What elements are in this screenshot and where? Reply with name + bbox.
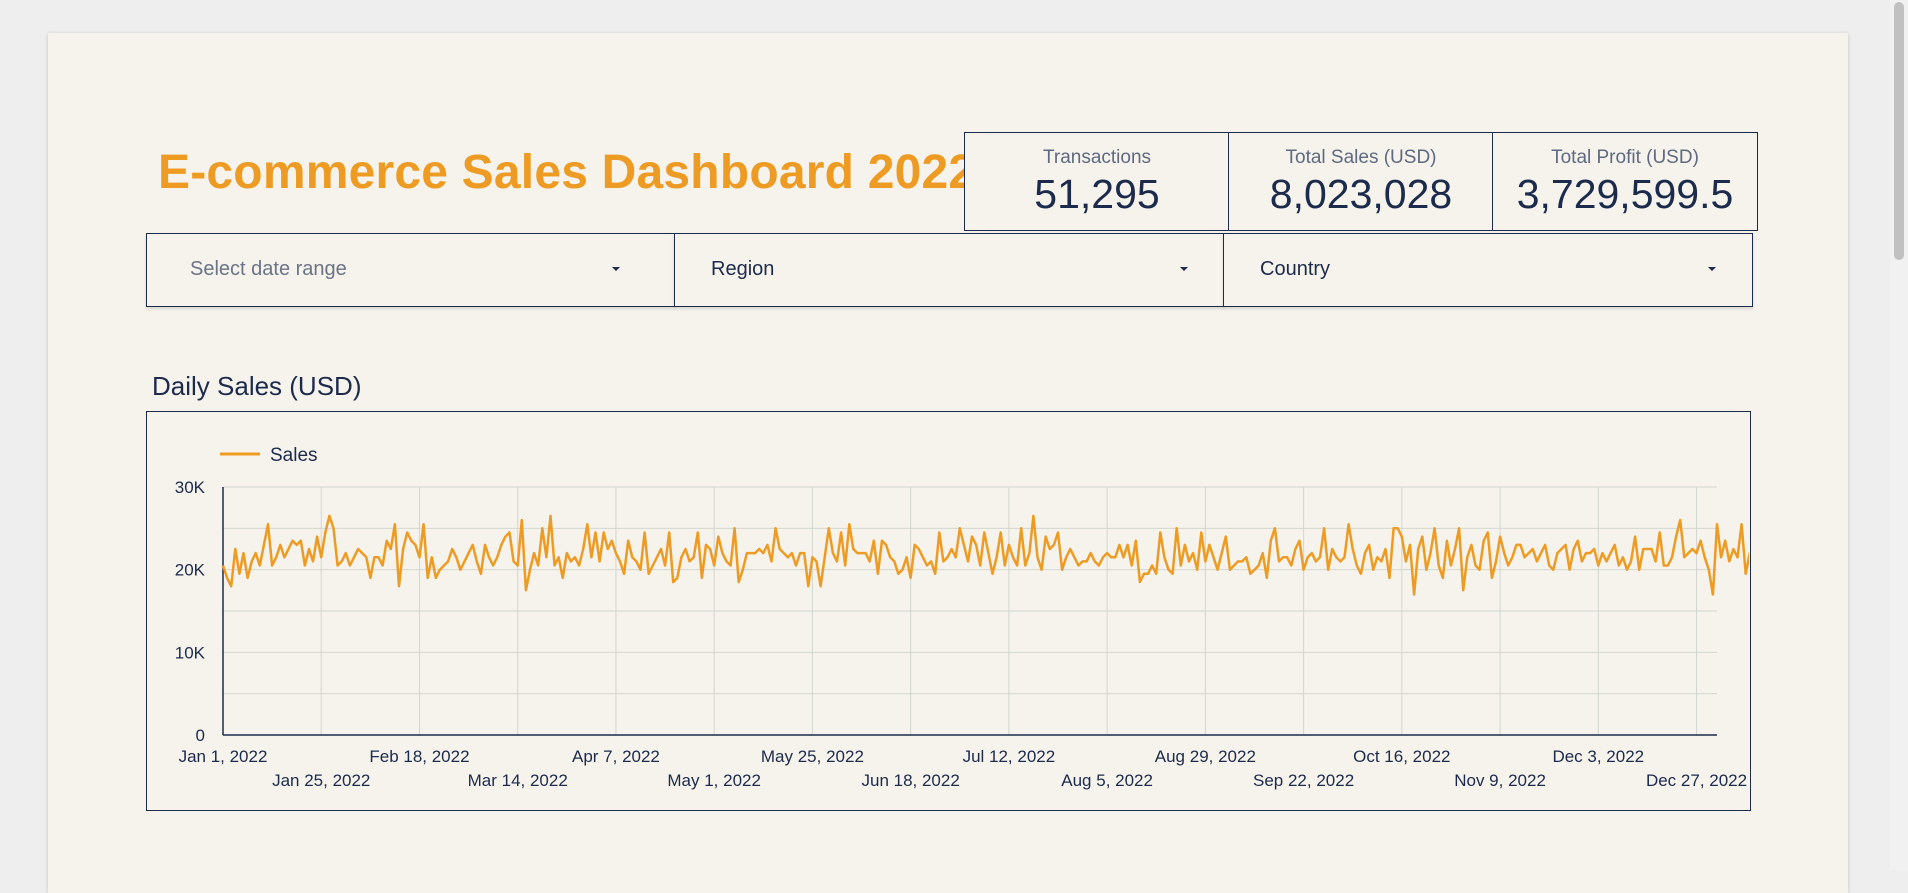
- x-tick-label: May 25, 2022: [761, 747, 864, 766]
- x-tick-label: Aug 5, 2022: [1061, 771, 1153, 790]
- x-tick-label: Nov 9, 2022: [1454, 771, 1546, 790]
- kpi-total-profit[interactable]: Total Profit (USD) 3,729,599.5: [1492, 132, 1758, 231]
- region-filter[interactable]: Region: [674, 233, 1225, 307]
- chart-title: Daily Sales (USD): [152, 371, 362, 401]
- scrollbar-thumb[interactable]: [1894, 2, 1904, 260]
- report-canvas: E-commerce Sales Dashboard 2022 Transact…: [48, 33, 1848, 893]
- series-line-sales: [221, 498, 1809, 727]
- daily-sales-chart[interactable]: 0 10K 20K 30K Jan 1, 2022 Jan 25, 2022 Feb 18,…: [146, 411, 1809, 811]
- chart-series: [221, 498, 1809, 727]
- date-range-filter[interactable]: Select date range: [146, 233, 676, 307]
- kpi-total-sales-value: 8,023,028: [1269, 171, 1453, 217]
- x-tick-label: Jan 1, 2022: [179, 747, 268, 766]
- kpi-total-profit-label: Total Profit (USD): [1551, 147, 1699, 168]
- x-tick-label: Jun 18, 2022: [861, 771, 959, 790]
- y-tick-label: 0: [196, 726, 205, 745]
- legend-label-sales: Sales: [270, 445, 318, 466]
- x-tick-label: Apr 7, 2022: [572, 747, 660, 766]
- kpi-total-sales-label: Total Sales (USD): [1285, 147, 1437, 168]
- x-tick-label: Oct 16, 2022: [1353, 747, 1450, 766]
- x-tick-label: Feb 18, 2022: [369, 747, 469, 766]
- kpi-total-sales[interactable]: Total Sales (USD) 8,023,028: [1228, 132, 1494, 231]
- kpi-total-profit-value: 3,729,599.5: [1516, 171, 1734, 217]
- x-tick-label: May 1, 2022: [667, 771, 761, 790]
- x-tick-label: Jan 25, 2022: [272, 771, 370, 790]
- x-tick-label: Aug 29, 2022: [1155, 747, 1256, 766]
- kpi-transactions-value: 51,295: [1034, 171, 1160, 217]
- x-tick-label: Dec 3, 2022: [1552, 747, 1644, 766]
- page-scrollbar[interactable]: [1890, 0, 1908, 870]
- x-tick-label: Jul 12, 2022: [963, 747, 1056, 766]
- x-tick-label: Dec 27, 2022: [1646, 771, 1747, 790]
- date-range-placeholder: Select date range: [190, 258, 347, 280]
- y-tick-label: 30K: [175, 478, 206, 497]
- dashboard-title: E-commerce Sales Dashboard 2022: [158, 146, 976, 199]
- country-filter[interactable]: Country: [1223, 233, 1753, 307]
- x-tick-label: Mar 14, 2022: [468, 771, 568, 790]
- chart-grid: [223, 486, 1717, 735]
- chart-legend: Sales: [220, 445, 318, 466]
- chevron-down-icon[interactable]: [612, 267, 620, 271]
- chevron-down-icon[interactable]: [1180, 267, 1188, 271]
- region-filter-label: Region: [711, 258, 775, 280]
- country-filter-label: Country: [1260, 258, 1331, 280]
- chevron-down-icon[interactable]: [1708, 267, 1716, 271]
- kpi-transactions-label: Transactions: [1042, 147, 1152, 168]
- x-tick-label: Sep 22, 2022: [1253, 771, 1354, 790]
- y-tick-label: 20K: [175, 561, 206, 580]
- kpi-transactions[interactable]: Transactions 51,295: [964, 132, 1230, 231]
- y-tick-label: 10K: [175, 643, 206, 662]
